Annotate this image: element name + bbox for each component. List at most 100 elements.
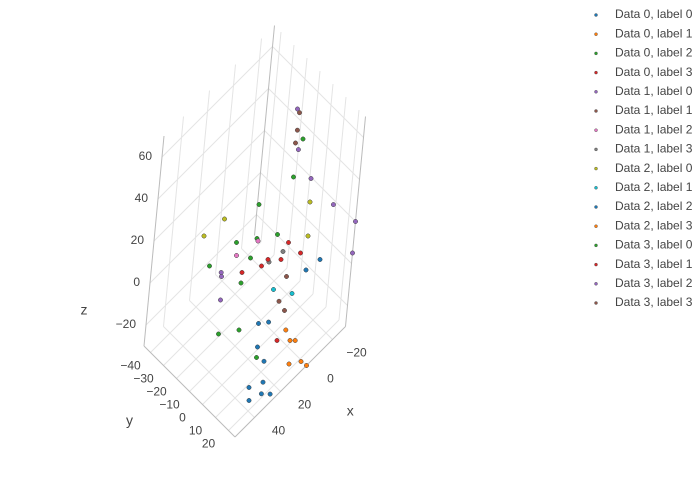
point <box>295 106 300 112</box>
grid-line <box>176 267 288 379</box>
legend-marker <box>594 51 598 56</box>
point <box>234 253 239 258</box>
legend-item[interactable]: Data 1, label 2 <box>594 122 693 136</box>
legend-label: Data 2, label 1 <box>615 180 693 194</box>
series <box>271 287 295 296</box>
point <box>353 219 358 224</box>
point <box>201 233 207 239</box>
point <box>266 319 272 325</box>
point <box>271 287 276 292</box>
legend-item[interactable]: Data 0, label 2 <box>594 46 693 60</box>
point <box>248 255 253 261</box>
axis-edge <box>143 345 236 438</box>
legend-marker <box>594 90 598 94</box>
grid-line <box>150 241 262 353</box>
legend-marker <box>594 70 598 75</box>
point <box>259 263 264 269</box>
point <box>274 338 280 343</box>
y-tick-label: 0 <box>179 411 186 425</box>
point <box>219 274 224 279</box>
x-tick-label: 40 <box>272 424 286 438</box>
point <box>307 199 313 205</box>
legend-label: Data 1, label 3 <box>615 142 693 156</box>
series <box>283 327 293 343</box>
legend-marker <box>594 147 598 152</box>
legend-label: Data 3, label 2 <box>615 276 693 290</box>
point <box>256 202 262 207</box>
point <box>255 344 260 350</box>
series <box>201 199 313 239</box>
point <box>246 385 252 390</box>
point <box>280 249 286 254</box>
legend-item[interactable]: Data 2, label 2 <box>594 199 693 213</box>
point <box>295 147 301 153</box>
point <box>300 136 306 142</box>
legend-label: Data 2, label 3 <box>615 218 693 232</box>
point <box>304 363 309 368</box>
legend-item[interactable]: Data 2, label 1 <box>594 180 693 194</box>
point <box>292 338 298 343</box>
point <box>239 270 245 275</box>
legend-item[interactable]: Data 2, label 0 <box>594 161 693 175</box>
grid-line <box>264 130 356 222</box>
z-tick-label: −20 <box>116 317 137 331</box>
point <box>286 361 292 367</box>
legend-marker <box>594 262 598 267</box>
series <box>282 110 302 313</box>
legend-item[interactable]: Data 3, label 3 <box>594 295 693 309</box>
grid-line <box>163 254 275 366</box>
point <box>303 267 309 273</box>
legend-item[interactable]: Data 0, label 1 <box>594 26 693 40</box>
legend-item[interactable]: Data 1, label 0 <box>594 84 693 98</box>
point <box>255 238 261 244</box>
legend-label: Data 0, label 0 <box>615 7 693 21</box>
axis-edge <box>234 326 346 438</box>
grid-line <box>161 46 273 158</box>
point <box>275 232 280 237</box>
z-axis-title: z <box>81 302 88 318</box>
point <box>294 127 300 133</box>
point <box>286 240 291 245</box>
legend-marker <box>594 128 598 132</box>
point <box>254 355 259 360</box>
legend-marker <box>594 166 598 171</box>
legend-item[interactable]: Data 3, label 1 <box>594 257 693 271</box>
point <box>298 250 303 256</box>
point <box>236 327 242 333</box>
legend-item[interactable]: Data 1, label 1 <box>594 103 693 117</box>
grid-line <box>145 214 257 326</box>
legend-item[interactable]: Data 2, label 3 <box>594 218 693 232</box>
point <box>278 257 284 262</box>
grid-line <box>272 46 364 138</box>
axis-edge <box>143 135 165 347</box>
legend-item[interactable]: Data 0, label 3 <box>594 65 693 79</box>
y-tick-label: −10 <box>159 398 180 412</box>
point <box>350 250 355 256</box>
legend-marker <box>594 301 598 305</box>
series <box>246 257 323 403</box>
legend-marker <box>594 13 598 17</box>
series <box>265 240 291 262</box>
point <box>283 327 289 333</box>
grid-line <box>215 306 327 418</box>
legend-item[interactable]: Data 0, label 0 <box>594 7 693 21</box>
y-axis-title: y <box>126 412 133 428</box>
legend-item[interactable]: Data 1, label 3 <box>594 142 693 156</box>
legend-item[interactable]: Data 3, label 2 <box>594 276 693 290</box>
legend-marker <box>594 205 598 209</box>
grid-line <box>157 88 269 200</box>
legend-marker <box>594 32 598 36</box>
legend-label: Data 2, label 0 <box>615 161 693 175</box>
grid-line <box>256 214 348 306</box>
point <box>289 291 295 296</box>
legend-item[interactable]: Data 3, label 0 <box>594 238 693 252</box>
series <box>239 250 303 343</box>
point <box>218 270 224 275</box>
z-tick-label: 0 <box>133 275 140 289</box>
series <box>286 338 309 368</box>
point <box>267 391 273 397</box>
point <box>308 176 314 181</box>
legend-label: Data 3, label 0 <box>615 238 693 252</box>
point <box>276 298 282 304</box>
legend-label: Data 0, label 2 <box>615 46 693 60</box>
